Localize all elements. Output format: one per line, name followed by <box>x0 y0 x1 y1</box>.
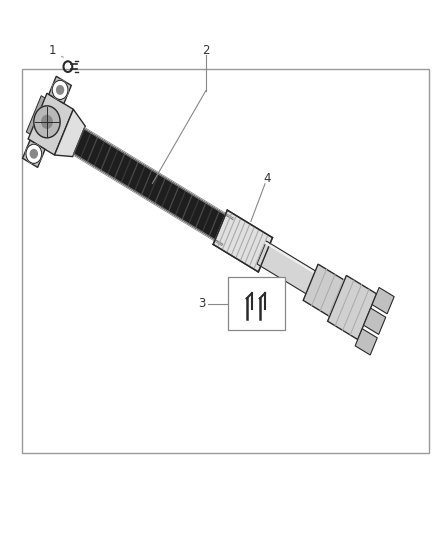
Polygon shape <box>364 308 386 334</box>
Polygon shape <box>328 276 377 340</box>
Polygon shape <box>26 96 49 136</box>
Circle shape <box>57 86 64 94</box>
Polygon shape <box>28 93 73 155</box>
Circle shape <box>30 150 37 158</box>
Circle shape <box>26 144 42 164</box>
Text: 1: 1 <box>49 44 57 56</box>
Text: 4: 4 <box>263 172 271 185</box>
Bar <box>22 69 429 453</box>
Circle shape <box>34 106 60 138</box>
Polygon shape <box>49 76 71 103</box>
Polygon shape <box>303 264 352 321</box>
Text: 2: 2 <box>202 44 210 57</box>
Text: 3: 3 <box>198 297 205 310</box>
Polygon shape <box>54 109 85 157</box>
Polygon shape <box>372 287 394 314</box>
Polygon shape <box>74 129 233 244</box>
Polygon shape <box>213 210 272 272</box>
Polygon shape <box>355 329 377 355</box>
Polygon shape <box>257 241 323 298</box>
Circle shape <box>42 116 52 128</box>
Circle shape <box>52 80 68 100</box>
Bar <box>228 277 285 330</box>
Polygon shape <box>23 140 45 167</box>
